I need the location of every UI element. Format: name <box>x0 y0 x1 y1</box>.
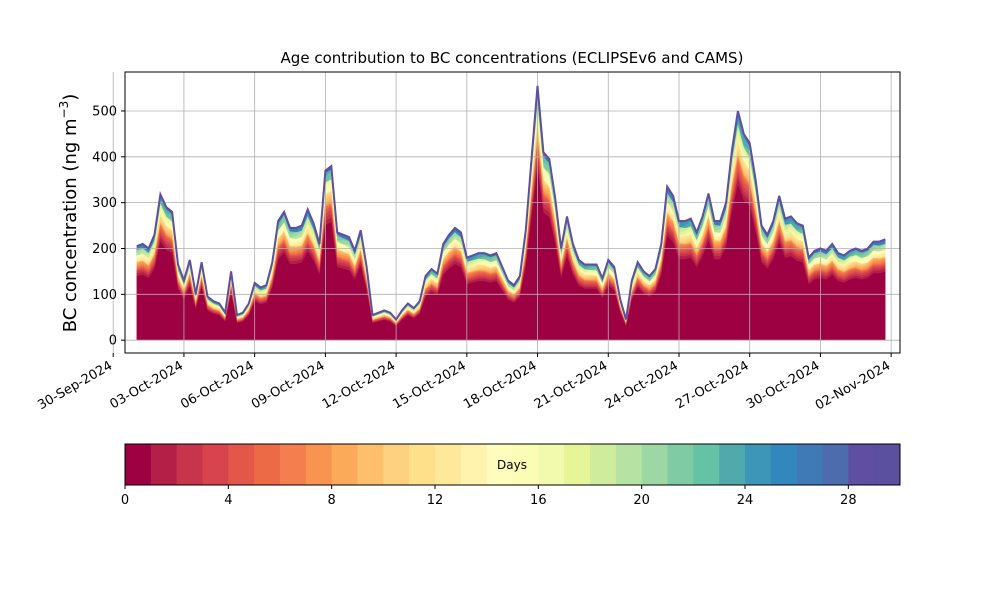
total-line-path <box>136 85 886 322</box>
y-tick-label: 100 <box>92 288 117 303</box>
colorbar-swatch <box>848 444 875 485</box>
colorbar-swatch <box>512 444 539 485</box>
grid-lines <box>112 72 900 353</box>
colorbar-swatch <box>796 444 823 485</box>
y-axis-label-close: ) <box>60 94 81 101</box>
colorbar-tick-label: 20 <box>633 493 650 508</box>
colorbar-swatch <box>409 444 436 485</box>
area-layer-day-0 <box>136 167 886 341</box>
colorbar-swatch <box>305 444 333 485</box>
colorbar-swatch <box>150 444 178 485</box>
colorbar-tick-label: 4 <box>224 493 232 508</box>
x-tick-label: 15-Oct-2024 <box>390 358 468 412</box>
y-axis-label-main: BC concentration (ng m <box>60 118 81 332</box>
x-tick-label: 21-Oct-2024 <box>532 358 610 412</box>
colorbar-swatch <box>228 444 255 485</box>
colorbar-tick-label: 12 <box>427 493 444 508</box>
colorbar-swatch <box>125 444 152 485</box>
y-tick-label: 200 <box>92 242 117 257</box>
colorbar-tick-label: 0 <box>121 493 129 508</box>
colorbar-swatch <box>590 444 617 485</box>
colorbar-swatch <box>770 444 798 485</box>
colorbar-tick-label: 16 <box>530 493 547 508</box>
x-tick-label: 06-Oct-2024 <box>178 358 256 412</box>
colorbar-swatch <box>202 444 229 485</box>
colorbar-tick-label: 8 <box>328 493 336 508</box>
x-tick-label: 18-Oct-2024 <box>461 358 539 412</box>
colorbar-swatch <box>745 444 772 485</box>
area-layers <box>136 85 886 341</box>
colorbar-swatch <box>254 444 281 485</box>
colorbar-swatch <box>874 444 901 485</box>
chart-title: Age contribution to BC concentrations (E… <box>281 49 744 67</box>
colorbar-swatch <box>641 444 668 485</box>
colorbar-swatch <box>176 444 203 485</box>
x-tick-label: 30-Oct-2024 <box>744 358 822 412</box>
axes-frame <box>124 71 901 354</box>
colorbar-swatch <box>538 444 565 485</box>
colorbar-swatch <box>564 444 591 485</box>
colorbar-border <box>124 443 901 486</box>
colorbar-swatch <box>615 444 643 485</box>
x-tick-label: 03-Oct-2024 <box>108 358 186 412</box>
colorbar-swatch <box>383 444 410 485</box>
colorbar-swatch <box>280 444 307 485</box>
colorbar-swatch <box>357 444 384 485</box>
total-line <box>136 85 886 322</box>
colorbar <box>124 443 901 486</box>
colorbar-ticks: 0 4 8 12 16 20 24 28 <box>121 485 857 508</box>
y-tick-label: 400 <box>92 150 117 165</box>
x-tick-label: 27-Oct-2024 <box>673 358 751 412</box>
colorbar-swatch <box>822 444 849 485</box>
x-tick-label: 30-Sep-2024 <box>35 358 115 413</box>
colorbar-tick-label: 28 <box>840 493 857 508</box>
y-tick-label: 0 <box>109 334 117 349</box>
colorbar-swatch <box>693 444 720 485</box>
colorbar-label: Days <box>497 458 527 472</box>
y-tick-label: 500 <box>92 104 117 119</box>
axes-border <box>124 71 901 354</box>
x-tick-label: 12-Oct-2024 <box>320 358 398 412</box>
colorbar-tick-label: 24 <box>737 493 754 508</box>
colorbar-swatch <box>435 444 462 485</box>
y-tick-label: 300 <box>92 196 117 211</box>
colorbar-swatch <box>667 444 694 485</box>
x-axis-ticks: 30-Sep-202403-Oct-202406-Oct-202409-Oct-… <box>35 353 893 413</box>
colorbar-swatch <box>460 444 488 485</box>
y-axis-label-sup: −3 <box>57 101 71 119</box>
x-tick-label: 02-Nov-2024 <box>813 358 893 413</box>
y-axis-ticks: 0 100 200 300 400 500 <box>92 104 125 349</box>
colorbar-swatch <box>486 444 513 485</box>
x-tick-label: 09-Oct-2024 <box>249 358 327 412</box>
x-tick-label: 24-Oct-2024 <box>603 358 681 412</box>
colorbar-swatch <box>719 444 746 485</box>
y-axis-label: BC concentration (ng m−3) <box>57 94 81 333</box>
colorbar-swatch <box>331 444 358 485</box>
